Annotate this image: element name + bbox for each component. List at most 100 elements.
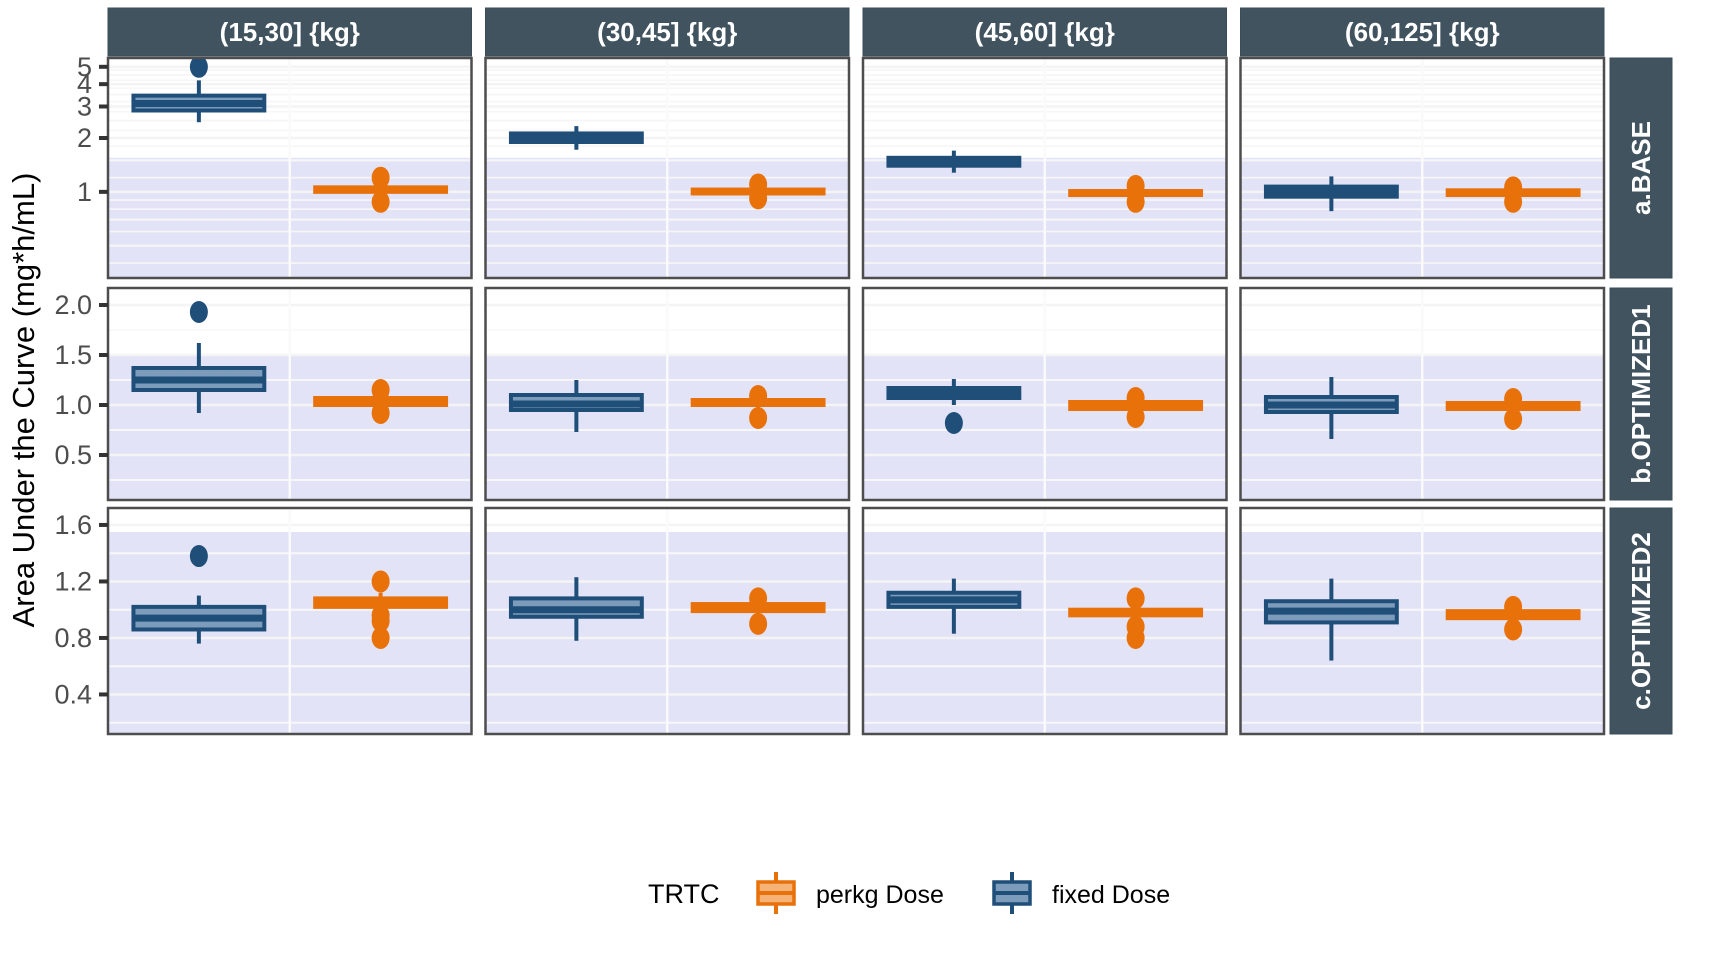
panel-border [861, 506, 1228, 736]
facet-col-label: (45,60] {kg} [975, 17, 1115, 47]
outlier-point [189, 301, 208, 323]
facet-row-strip: a.BASE [1609, 57, 1673, 279]
strip-background [1609, 507, 1673, 735]
strip-background [862, 7, 1227, 57]
boxplot-perkg-dose [690, 385, 826, 429]
y-tick-label: 1.5 [54, 340, 92, 370]
panel-inner [863, 58, 1227, 278]
facet-column-strips: (15,30] {kg} (30,45] {kg} (45,60] {kg} (60,… [107, 7, 1605, 57]
outlier-point [1126, 587, 1145, 610]
panel-border [484, 286, 851, 502]
outlier-point [1126, 174, 1145, 197]
outlier-point [1504, 408, 1523, 430]
panels [106, 56, 1606, 736]
panel-inner [1240, 508, 1604, 734]
panel-border [1239, 286, 1606, 502]
boxplot-perkg-dose [1068, 387, 1204, 428]
legend-title: TRTC [648, 879, 720, 909]
facet-col-strip: (30,45] {kg} [485, 7, 850, 57]
y-tick-label: 3 [77, 91, 92, 121]
boxplot-perkg-dose [313, 379, 449, 424]
outlier-point [749, 612, 768, 635]
strip-background [1240, 7, 1605, 57]
panel-border [484, 56, 851, 280]
facet-row-label: b.OPTIMIZED1 [1626, 304, 1656, 483]
panel [1239, 56, 1606, 280]
facet-col-label: (60,125] {kg} [1345, 17, 1500, 47]
panel [106, 286, 473, 502]
panel [861, 56, 1228, 280]
panel-inner [108, 508, 472, 734]
y-tick-label: 2.0 [54, 290, 92, 320]
facet-row-label: a.BASE [1626, 121, 1656, 215]
outlier-point [1504, 595, 1523, 618]
outlier-point [749, 407, 768, 429]
boxplot-fixed-dose [131, 58, 267, 123]
boxplot-perkg-dose [313, 570, 449, 649]
y-axis-row: 0.4 0.8 1.2 1.6 [54, 510, 108, 709]
y-tick-label: 0.8 [54, 623, 92, 653]
panel-border [1239, 56, 1606, 280]
boxplot-fixed-dose [1263, 176, 1399, 212]
panel-inner [485, 58, 849, 278]
boxplot-fixed-dose [886, 379, 1022, 434]
outlier-point [749, 385, 768, 407]
legend-label: perkg Dose [816, 881, 944, 909]
boxplot-fixed-dose [886, 150, 1022, 173]
boxplot-perkg-dose [1445, 176, 1581, 213]
panel-inner [108, 288, 472, 500]
y-axis-title-group: Area Under the Curve (mg*h/mL) [6, 173, 41, 628]
boxplot-fixed-dose [508, 577, 644, 641]
boxplot-fixed-dose [508, 380, 644, 432]
facet-col-strip: (15,30] {kg} [107, 7, 472, 57]
boxplot-fixed-dose [1263, 578, 1399, 661]
legend-item[interactable]: fixed Dose [990, 867, 1170, 927]
panel-inner [485, 288, 849, 500]
strip-background [1609, 287, 1673, 501]
outlier-point [371, 626, 390, 649]
boxplot-fixed-dose [886, 578, 1022, 634]
legend-item[interactable]: perkg Dose [754, 867, 944, 927]
legend-label: fixed Dose [1052, 881, 1170, 909]
facet-col-strip: (45,60] {kg} [862, 7, 1227, 57]
legend: TRTC perkg Dose fixed Dose [648, 867, 1170, 927]
facet-col-label: (30,45] {kg} [597, 17, 737, 47]
boxplot-perkg-dose [690, 587, 826, 635]
facet-col-label: (15,30] {kg} [220, 17, 360, 47]
panel-border [106, 56, 473, 280]
facet-row-strip: c.OPTIMIZED2 [1609, 507, 1673, 735]
boxplot-perkg-dose [1068, 174, 1204, 213]
y-tick-label: 1.0 [54, 390, 92, 420]
boxplot-perkg-dose [1445, 595, 1581, 641]
panel-inner [108, 58, 472, 278]
strip-background [485, 7, 850, 57]
facet-row-label: c.OPTIMIZED2 [1626, 532, 1656, 710]
boxplot-fixed-dose [131, 545, 267, 644]
panel-inner [863, 288, 1227, 500]
y-tick-label: 5 [77, 52, 92, 82]
panel-border [861, 286, 1228, 502]
y-tick-label: 4 [77, 69, 92, 99]
panel-border [106, 506, 473, 736]
outlier-point [1126, 387, 1145, 409]
outlier-point [1126, 406, 1145, 428]
outlier-point [371, 604, 390, 627]
outlier-point [749, 587, 768, 610]
y-tick-label: 2 [77, 123, 92, 153]
panel-border [106, 286, 473, 502]
facet-row-strip: b.OPTIMIZED1 [1609, 287, 1673, 501]
panel [106, 506, 473, 736]
panel-border [861, 56, 1228, 280]
outlier-point [1126, 190, 1145, 213]
panel-border [1239, 506, 1606, 736]
outlier-point [1504, 618, 1523, 641]
outlier-point [371, 570, 390, 593]
boxplot-perkg-dose [690, 173, 826, 210]
outlier-point [1504, 176, 1523, 199]
strip-background [107, 7, 472, 57]
boxplot-fixed-dose [508, 126, 644, 150]
strip-background [1609, 57, 1673, 279]
